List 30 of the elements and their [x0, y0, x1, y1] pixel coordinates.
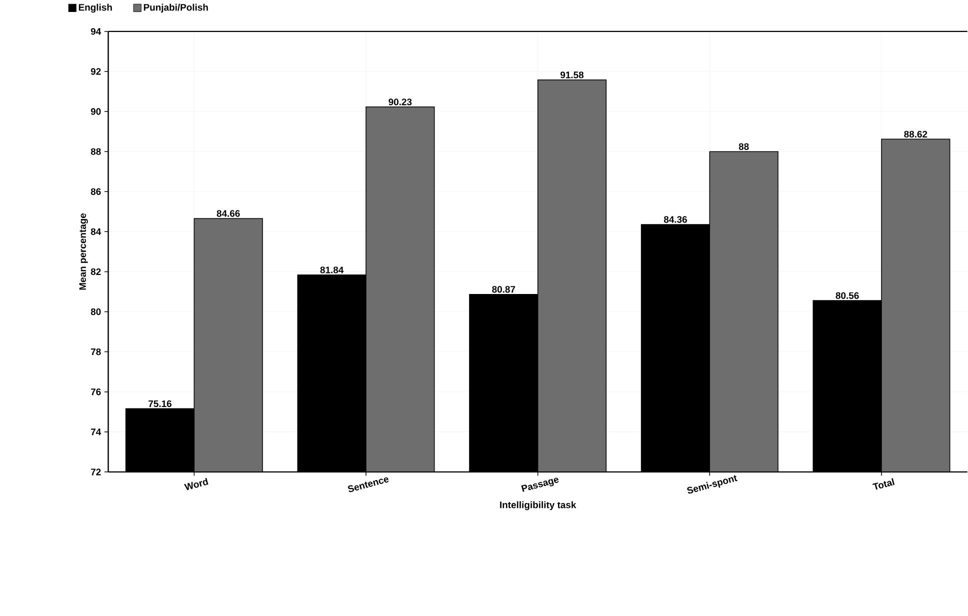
- y-tick-label: 78: [90, 348, 101, 356]
- data-label: 80.87: [492, 286, 516, 293]
- x-tick-label: Total: [872, 478, 895, 490]
- x-tick-label: Sentence: [348, 477, 389, 492]
- legend-label: Punjabi/Polish: [144, 4, 208, 13]
- y-tick-label: 82: [90, 268, 101, 276]
- y-tick-label: 80: [90, 308, 101, 316]
- x-axis-title: Intelligibility task: [500, 501, 576, 510]
- data-label: 81.84: [320, 266, 344, 274]
- y-tick-label: 94: [90, 28, 102, 35]
- y-tick-label: 72: [90, 468, 101, 476]
- data-label: 90.23: [388, 98, 412, 106]
- y-tick-label: 76: [90, 388, 101, 396]
- x-tick-label: Word: [184, 478, 208, 490]
- data-label: 80.56: [836, 292, 859, 299]
- data-label: 84.66: [216, 210, 240, 217]
- y-tick-label: 84: [90, 228, 102, 235]
- y-tick-label: 74: [90, 428, 102, 436]
- y-tick-label: 90: [90, 108, 101, 115]
- y-axis-title: Mean percentage: [79, 213, 88, 290]
- y-tick-label: 88: [90, 148, 101, 155]
- data-label: 91.58: [560, 72, 584, 78]
- data-label: 75.16: [148, 400, 172, 407]
- y-tick-label: 92: [90, 68, 101, 75]
- x-tick-label: Passage: [521, 478, 559, 492]
- data-label: 84.36: [664, 216, 687, 223]
- y-tick-label: 86: [90, 188, 101, 195]
- data-label: 88.62: [904, 130, 928, 138]
- data-label: 88: [738, 143, 749, 150]
- legend-label: English: [78, 4, 112, 13]
